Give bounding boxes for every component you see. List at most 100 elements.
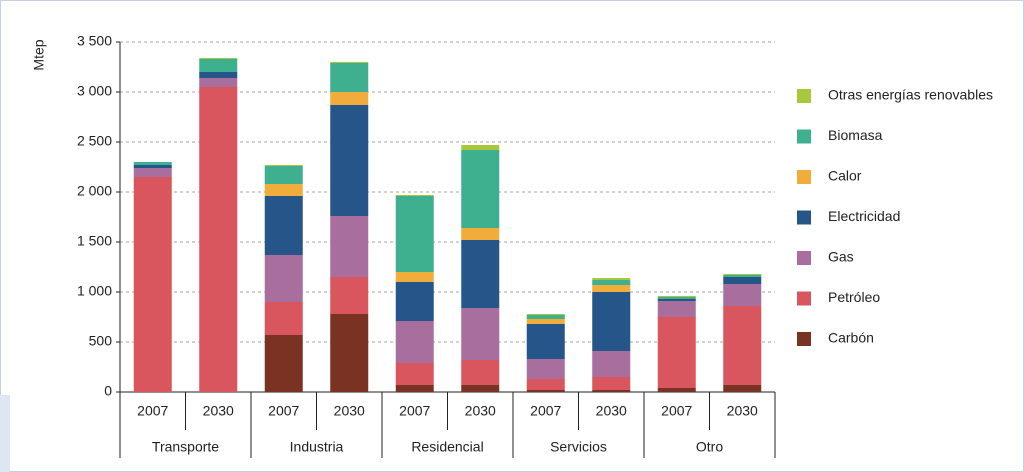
bar-segment (395, 321, 434, 363)
bar-segment (395, 363, 434, 385)
y-tick-label: 0 (104, 383, 112, 399)
side-strip (0, 395, 10, 472)
bar-segment (723, 274, 762, 275)
bar-segment (592, 292, 631, 351)
bar-segment (264, 196, 303, 255)
bar-segment (592, 278, 631, 280)
bar-segment (264, 255, 303, 302)
bar-segment (526, 359, 565, 379)
bar-segment (657, 296, 696, 297)
bar-segment (592, 351, 631, 377)
group-label: Residencial (411, 439, 483, 455)
bar-segment (133, 177, 172, 392)
legend-label: Calor (828, 168, 862, 184)
bar-segment (199, 78, 238, 87)
bar-segment (526, 379, 565, 390)
bar-segment (264, 184, 303, 196)
y-tick-label: 2 000 (77, 183, 112, 199)
y-tick-label: 2 500 (77, 133, 112, 149)
x-tick-label: 2007 (137, 403, 168, 419)
x-tick-label: 2030 (596, 403, 627, 419)
legend-label: Petróleo (828, 289, 880, 305)
bar-segment (395, 282, 434, 321)
bar-segment (657, 388, 696, 392)
y-axis-label: Mtep (31, 39, 47, 70)
legend-label: Gas (828, 249, 854, 265)
bar-segment (526, 315, 565, 319)
group-label: Otro (696, 439, 723, 455)
bar-segment (199, 59, 238, 72)
x-tick-label: 2007 (661, 403, 692, 419)
x-tick-label: 2007 (399, 403, 430, 419)
bar-segment (199, 58, 238, 59)
bar-segment (723, 277, 762, 284)
x-tick-label: 2030 (334, 403, 365, 419)
bar-segment (395, 272, 434, 282)
bar-segment (461, 240, 500, 308)
y-tick-label: 500 (89, 333, 113, 349)
bar-segment (526, 319, 565, 324)
bar-segment (330, 216, 369, 277)
bar-segment (461, 228, 500, 240)
x-tick-label: 2007 (268, 403, 299, 419)
y-tick-label: 1 500 (77, 233, 112, 249)
y-tick-label: 3 500 (77, 33, 112, 49)
bar-segment (723, 284, 762, 306)
bar-segment (592, 377, 631, 390)
bar-segment (526, 390, 565, 392)
bar-segment (133, 168, 172, 177)
bar-segment (395, 195, 434, 196)
legend-swatch (797, 89, 811, 103)
legend-swatch (797, 210, 811, 225)
bar-segment (461, 145, 500, 150)
bar-segment (723, 385, 762, 392)
x-tick-label: 2030 (203, 403, 234, 419)
bar-segment (657, 297, 696, 299)
bar-segment (461, 308, 500, 360)
x-tick-label: 2007 (530, 403, 561, 419)
y-tick-label: 1 000 (77, 283, 112, 299)
group-label: Industria (290, 439, 344, 455)
bar-segment (133, 162, 172, 165)
bar-segment (395, 385, 434, 392)
bar-segment (264, 335, 303, 392)
bar-segment (526, 324, 565, 359)
bar-segment (330, 105, 369, 216)
bar-segment (657, 301, 696, 317)
bar-segment (461, 385, 500, 392)
bar-segment (199, 87, 238, 392)
bar-segment (330, 92, 369, 105)
bar-segment (330, 63, 369, 92)
bar-segment (657, 317, 696, 388)
y-tick-label: 3 000 (77, 83, 112, 99)
bar-segment (330, 62, 369, 63)
bar-segment (592, 280, 631, 285)
bar-segment (723, 275, 762, 277)
bar-segment (264, 166, 303, 184)
legend-swatch (797, 332, 811, 346)
bar-segment (395, 196, 434, 272)
x-tick-label: 2030 (727, 403, 758, 419)
bar-segment (657, 299, 696, 301)
x-tick-label: 2030 (465, 403, 496, 419)
bar-segment (133, 165, 172, 168)
legend-swatch (797, 251, 811, 265)
legend-swatch (797, 170, 811, 184)
legend-swatch (797, 291, 811, 306)
bar-segment (592, 390, 631, 392)
bar-segment (461, 360, 500, 385)
bar-segment (592, 285, 631, 292)
group-label: Transporte (152, 439, 219, 455)
legend-label: Carbón (828, 330, 874, 346)
legend-label: Otras energías renovables (828, 87, 993, 103)
bar-segment (264, 165, 303, 166)
group-label: Servicios (550, 439, 607, 455)
bar-segment (330, 277, 369, 314)
legend-swatch (797, 129, 811, 144)
bar-segment (199, 72, 238, 78)
bar-segment (330, 314, 369, 392)
bar-segment (723, 306, 762, 385)
bar-segment (264, 302, 303, 335)
legend-label: Electricidad (828, 208, 900, 224)
